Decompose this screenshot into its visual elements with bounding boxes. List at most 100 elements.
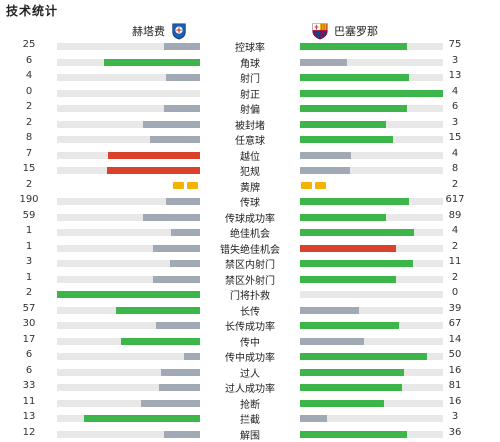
away-bar — [300, 213, 386, 221]
away-bar — [300, 306, 359, 314]
away-bar-track — [300, 368, 443, 376]
away-bar — [300, 275, 396, 283]
stat-row: 11 抢断 16 — [0, 395, 500, 411]
away-bar-track — [300, 58, 443, 66]
home-bar — [158, 384, 200, 391]
stat-label: 解围 — [240, 430, 260, 442]
stat-label: 禁区内射门 — [225, 260, 275, 271]
away-bar-track — [300, 120, 443, 128]
home-value: 2 — [25, 101, 33, 112]
stat-label: 过人成功率 — [225, 384, 275, 395]
home-bar-track — [57, 353, 200, 360]
home-bar — [108, 151, 200, 159]
away-bar-track — [300, 260, 443, 267]
stat-row: 12 解围 36 — [0, 426, 500, 442]
stat-label: 长传成功率 — [225, 322, 275, 333]
stat-label: 错失绝佳机会 — [220, 244, 280, 256]
home-bar-track — [57, 337, 200, 345]
away-value: 4 — [451, 147, 459, 159]
away-bar — [300, 167, 351, 174]
away-bar — [300, 198, 409, 205]
away-value: 2 — [451, 178, 459, 190]
home-bar — [121, 337, 200, 345]
stat-row: 15 犯规 8 — [0, 162, 500, 178]
home-bar — [169, 260, 200, 267]
away-bar-track — [300, 244, 443, 252]
home-bar-track — [57, 105, 200, 112]
stat-row: 30 长传成功率 67 — [0, 317, 500, 333]
home-bar-track — [57, 151, 200, 159]
away-team-header: 巴塞罗那 — [306, 22, 378, 40]
home-bar — [107, 167, 200, 174]
away-value: 4 — [451, 225, 459, 236]
home-team-header: 赫塔费 — [132, 22, 193, 40]
away-value: 2 — [451, 271, 459, 283]
home-value: 1 — [25, 271, 33, 283]
away-bar-track — [300, 136, 443, 143]
home-bar-track — [57, 58, 200, 66]
stat-label: 长传 — [240, 306, 260, 318]
away-bar-track — [300, 151, 443, 159]
home-value: 190 — [19, 194, 39, 205]
home-bar-track — [57, 89, 200, 97]
away-bar-track — [300, 275, 443, 283]
away-bar-track — [300, 43, 443, 50]
home-bar-track — [57, 244, 200, 252]
stat-row: 1 错失绝佳机会 2 — [0, 240, 500, 256]
away-bar — [300, 353, 428, 360]
home-value: 7 — [25, 147, 33, 159]
away-value: 89 — [448, 209, 462, 221]
home-bar — [104, 58, 200, 66]
home-bar-track — [57, 43, 200, 50]
home-value: 13 — [22, 411, 36, 422]
away-bar — [300, 105, 408, 112]
home-bar-track — [57, 322, 200, 329]
stat-row: 1 禁区外射门 2 — [0, 271, 500, 287]
home-value: 8 — [25, 132, 33, 143]
stat-label: 控球率 — [235, 43, 265, 54]
away-value: 3 — [451, 116, 459, 128]
away-bar — [300, 322, 399, 329]
stat-label: 越位 — [240, 151, 260, 163]
home-bar-track — [57, 306, 200, 314]
away-value: 13 — [448, 70, 462, 81]
stat-label: 黄牌 — [240, 182, 260, 194]
away-bar — [300, 260, 413, 267]
stat-label: 射正 — [240, 89, 260, 101]
home-value: 2 — [25, 116, 33, 128]
home-bar — [165, 74, 200, 81]
home-bar-track — [57, 275, 200, 283]
stat-row: 4 射门 13 — [0, 69, 500, 85]
stat-row: 2 射偏 6 — [0, 100, 500, 116]
away-bar-track — [300, 213, 443, 221]
home-bar — [115, 306, 200, 314]
away-bar-track — [300, 291, 443, 298]
away-value: 16 — [448, 395, 462, 407]
away-bar-track — [300, 105, 443, 112]
home-bar-track — [57, 74, 200, 81]
away-bar — [300, 337, 365, 345]
away-bar-track — [300, 198, 443, 205]
away-bar-track — [300, 322, 443, 329]
home-value: 1 — [25, 240, 33, 252]
away-bar-track — [300, 74, 443, 81]
stat-row: 1 绝佳机会 4 — [0, 224, 500, 240]
away-bar-track — [300, 384, 443, 391]
home-bar — [84, 415, 200, 422]
stat-row: 190 传球 617 — [0, 193, 500, 209]
home-bar — [142, 213, 200, 221]
stat-label: 抢断 — [240, 399, 260, 411]
stat-row: 0 射正 4 — [0, 85, 500, 101]
stats-table: 25 控球率 75 6 角球 3 4 射门 13 0 射正 4 2 射偏 6 2 被封堵 3 8 任意球 15 7 越位 4 1… — [0, 38, 500, 442]
home-value: 33 — [22, 380, 36, 391]
away-bar — [300, 244, 396, 252]
stat-row: 2 黄牌 2 — [0, 178, 500, 194]
away-value: 39 — [448, 302, 462, 314]
away-bar — [300, 136, 393, 143]
away-value: 11 — [448, 256, 462, 267]
home-bar — [152, 275, 200, 283]
away-bar — [300, 43, 408, 50]
home-value: 6 — [25, 349, 33, 360]
stat-label: 拦截 — [240, 415, 260, 426]
yellow-card-icon — [301, 181, 312, 189]
